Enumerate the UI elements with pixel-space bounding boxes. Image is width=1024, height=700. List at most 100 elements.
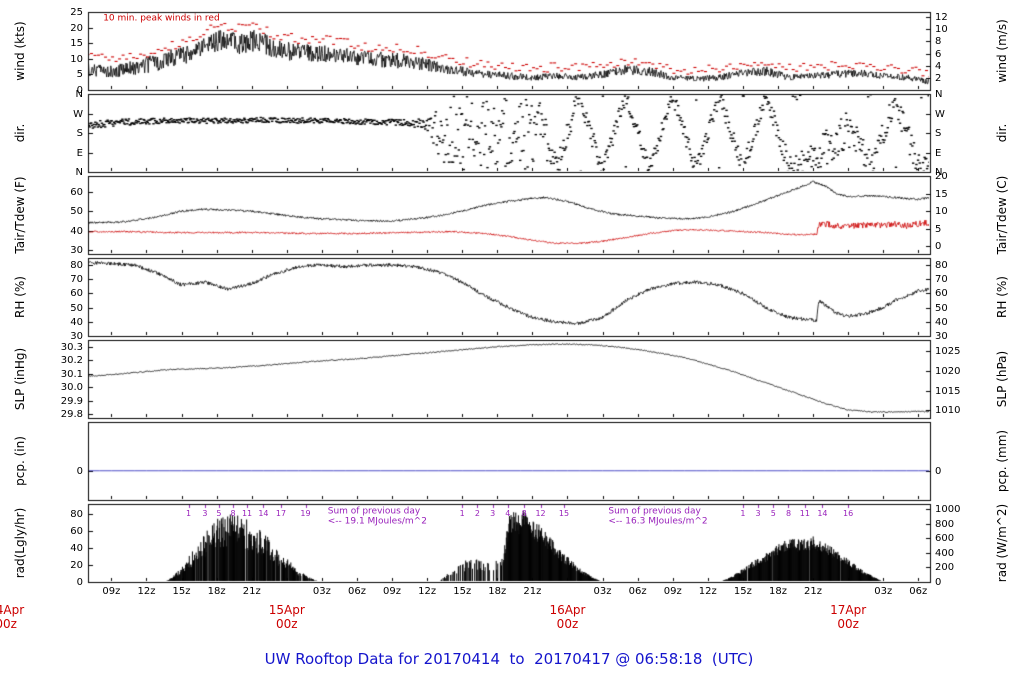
y-tick-left-rh: 60	[70, 287, 83, 299]
rad-hour-label: 1	[740, 509, 746, 518]
y-tick-right-dir: E	[935, 147, 942, 159]
y-tick-left-slp: 30.2	[60, 354, 83, 366]
y-tick-left-temp: 40	[70, 225, 83, 237]
axis-label-right-pcp: pcp. (mm)	[995, 429, 1009, 493]
y-tick-right-temp: 5	[935, 223, 942, 235]
y-tick-right-dir: N	[935, 88, 943, 100]
rad-hour-label: 3	[755, 509, 761, 518]
y-tick-right-wind: 8	[935, 35, 942, 47]
y-tick-left-dir: S	[76, 127, 83, 139]
y-tick-right-rh: 50	[935, 302, 948, 314]
rad-hour-label: 1	[459, 509, 465, 518]
x-tick-label: 09z	[663, 586, 682, 597]
rad-hour-label: 5	[770, 509, 776, 518]
y-tick-right-temp: 10	[935, 205, 948, 217]
rad-hour-label: 12	[535, 509, 546, 518]
x-tick-label: 03z	[874, 586, 893, 597]
axis-label-left-slp: SLP (inHg)	[13, 347, 27, 411]
y-tick-right-slp: 1025	[935, 345, 961, 357]
y-tick-left-rad: 40	[70, 542, 83, 554]
axis-label-left-dir: dir.	[13, 123, 27, 143]
y-tick-left-slp: 30.0	[60, 381, 83, 393]
y-tick-left-wind: 10	[70, 53, 83, 65]
y-tick-right-rh: 60	[935, 287, 948, 299]
y-tick-right-slp: 1015	[935, 385, 961, 397]
y-tick-left-temp: 50	[70, 205, 83, 217]
x-tick-label: 06z	[909, 586, 928, 597]
y-tick-right-rh: 70	[935, 273, 948, 285]
y-tick-left-dir: N	[75, 88, 83, 100]
date-label: 00z	[556, 617, 579, 631]
y-tick-left-wind: 0	[76, 84, 83, 96]
axis-label-left-rh: RH (%)	[13, 276, 27, 318]
y-tick-left-dir: N	[75, 166, 83, 178]
y-tick-left-slp: 30.3	[60, 341, 83, 353]
date-label: 00z	[276, 617, 298, 631]
y-tick-right-rad: 400	[935, 547, 955, 559]
y-tick-right-wind: 10	[935, 23, 948, 35]
rad-hour-label: 8	[230, 509, 236, 518]
y-tick-right-dir: W	[935, 108, 945, 120]
rad-hour-label: 3	[202, 509, 208, 518]
y-tick-left-rad: 20	[70, 559, 83, 571]
annotation-rad-1: <-- 16.3 MJoules/m^2	[608, 516, 708, 527]
y-tick-right-wind: 12	[935, 11, 948, 23]
annotation-rad-1: Sum of previous day	[608, 506, 701, 517]
date-label: 17Apr	[830, 603, 867, 617]
y-tick-left-slp: 29.8	[60, 408, 83, 420]
y-tick-left-rh: 40	[70, 316, 83, 328]
x-tick-label: 21z	[523, 586, 542, 597]
annotation-wind-0: 10 min. peak winds in red	[103, 13, 220, 24]
rad-hour-label: 5	[216, 509, 222, 518]
y-tick-left-temp: 60	[70, 186, 83, 198]
y-tick-left-dir: W	[73, 108, 83, 120]
y-tick-left-slp: 29.9	[60, 395, 83, 407]
x-tick-label: 18z	[768, 586, 787, 597]
date-label: 00z	[837, 617, 859, 631]
x-tick-label: 12z	[137, 586, 156, 597]
axis-label-right-rh: RH (%)	[995, 276, 1009, 318]
y-tick-right-wind: 6	[935, 48, 942, 60]
y-tick-right-rh: 40	[935, 316, 948, 328]
plot-title: UW Rooftop Data for 20170414 to 20170417…	[264, 650, 754, 668]
y-tick-left-rad: 80	[70, 508, 83, 520]
x-tick-label: 09z	[102, 586, 121, 597]
y-tick-left-rh: 30	[70, 330, 83, 342]
y-tick-left-rh: 50	[70, 302, 83, 314]
rad-hour-label: 14	[817, 509, 828, 518]
axis-label-right-slp: SLP (hPa)	[995, 350, 1009, 408]
x-tick-label: 09z	[383, 586, 402, 597]
axis-label-left-temp: Tair/Tdew (F)	[13, 176, 27, 254]
y-tick-left-wind: 25	[70, 6, 83, 18]
date-label: 00z	[0, 617, 17, 631]
y-tick-right-temp: 15	[935, 188, 948, 200]
rad-hour-label: 11	[241, 509, 253, 518]
y-tick-right-temp: 20	[935, 170, 948, 182]
x-tick-label: 12z	[418, 586, 437, 597]
annotation-rad-0: Sum of previous day	[327, 506, 421, 517]
y-tick-left-wind: 20	[70, 22, 83, 34]
x-tick-label: 15z	[453, 586, 472, 597]
y-tick-right-rad: 200	[935, 561, 955, 573]
rad-hour-label: 2	[474, 509, 480, 518]
y-tick-left-wind: 15	[70, 37, 83, 49]
axis-label-right-temp: Tair/Tdew (C)	[995, 175, 1009, 255]
y-tick-right-rad: 0	[935, 576, 942, 588]
x-tick-label: 18z	[207, 586, 226, 597]
y-tick-left-rh: 80	[70, 259, 83, 271]
rad-hour-label: 1	[186, 509, 192, 518]
y-tick-right-wind: 2	[935, 72, 942, 84]
date-label: 15Apr	[268, 603, 305, 617]
rad-hour-label: 11	[799, 509, 810, 518]
rad-hour-label: 4	[505, 509, 511, 518]
y-tick-right-temp: 0	[935, 240, 942, 252]
y-tick-right-dir: N	[935, 166, 943, 178]
x-tick-label: 06z	[628, 586, 647, 597]
y-tick-right-rh: 80	[935, 259, 948, 271]
x-tick-label: 21z	[242, 586, 261, 597]
y-tick-left-pcp: 0	[76, 465, 83, 477]
x-tick-label: 15z	[172, 586, 191, 597]
y-tick-left-temp: 30	[70, 244, 83, 256]
date-label: 14Apr	[0, 603, 25, 617]
